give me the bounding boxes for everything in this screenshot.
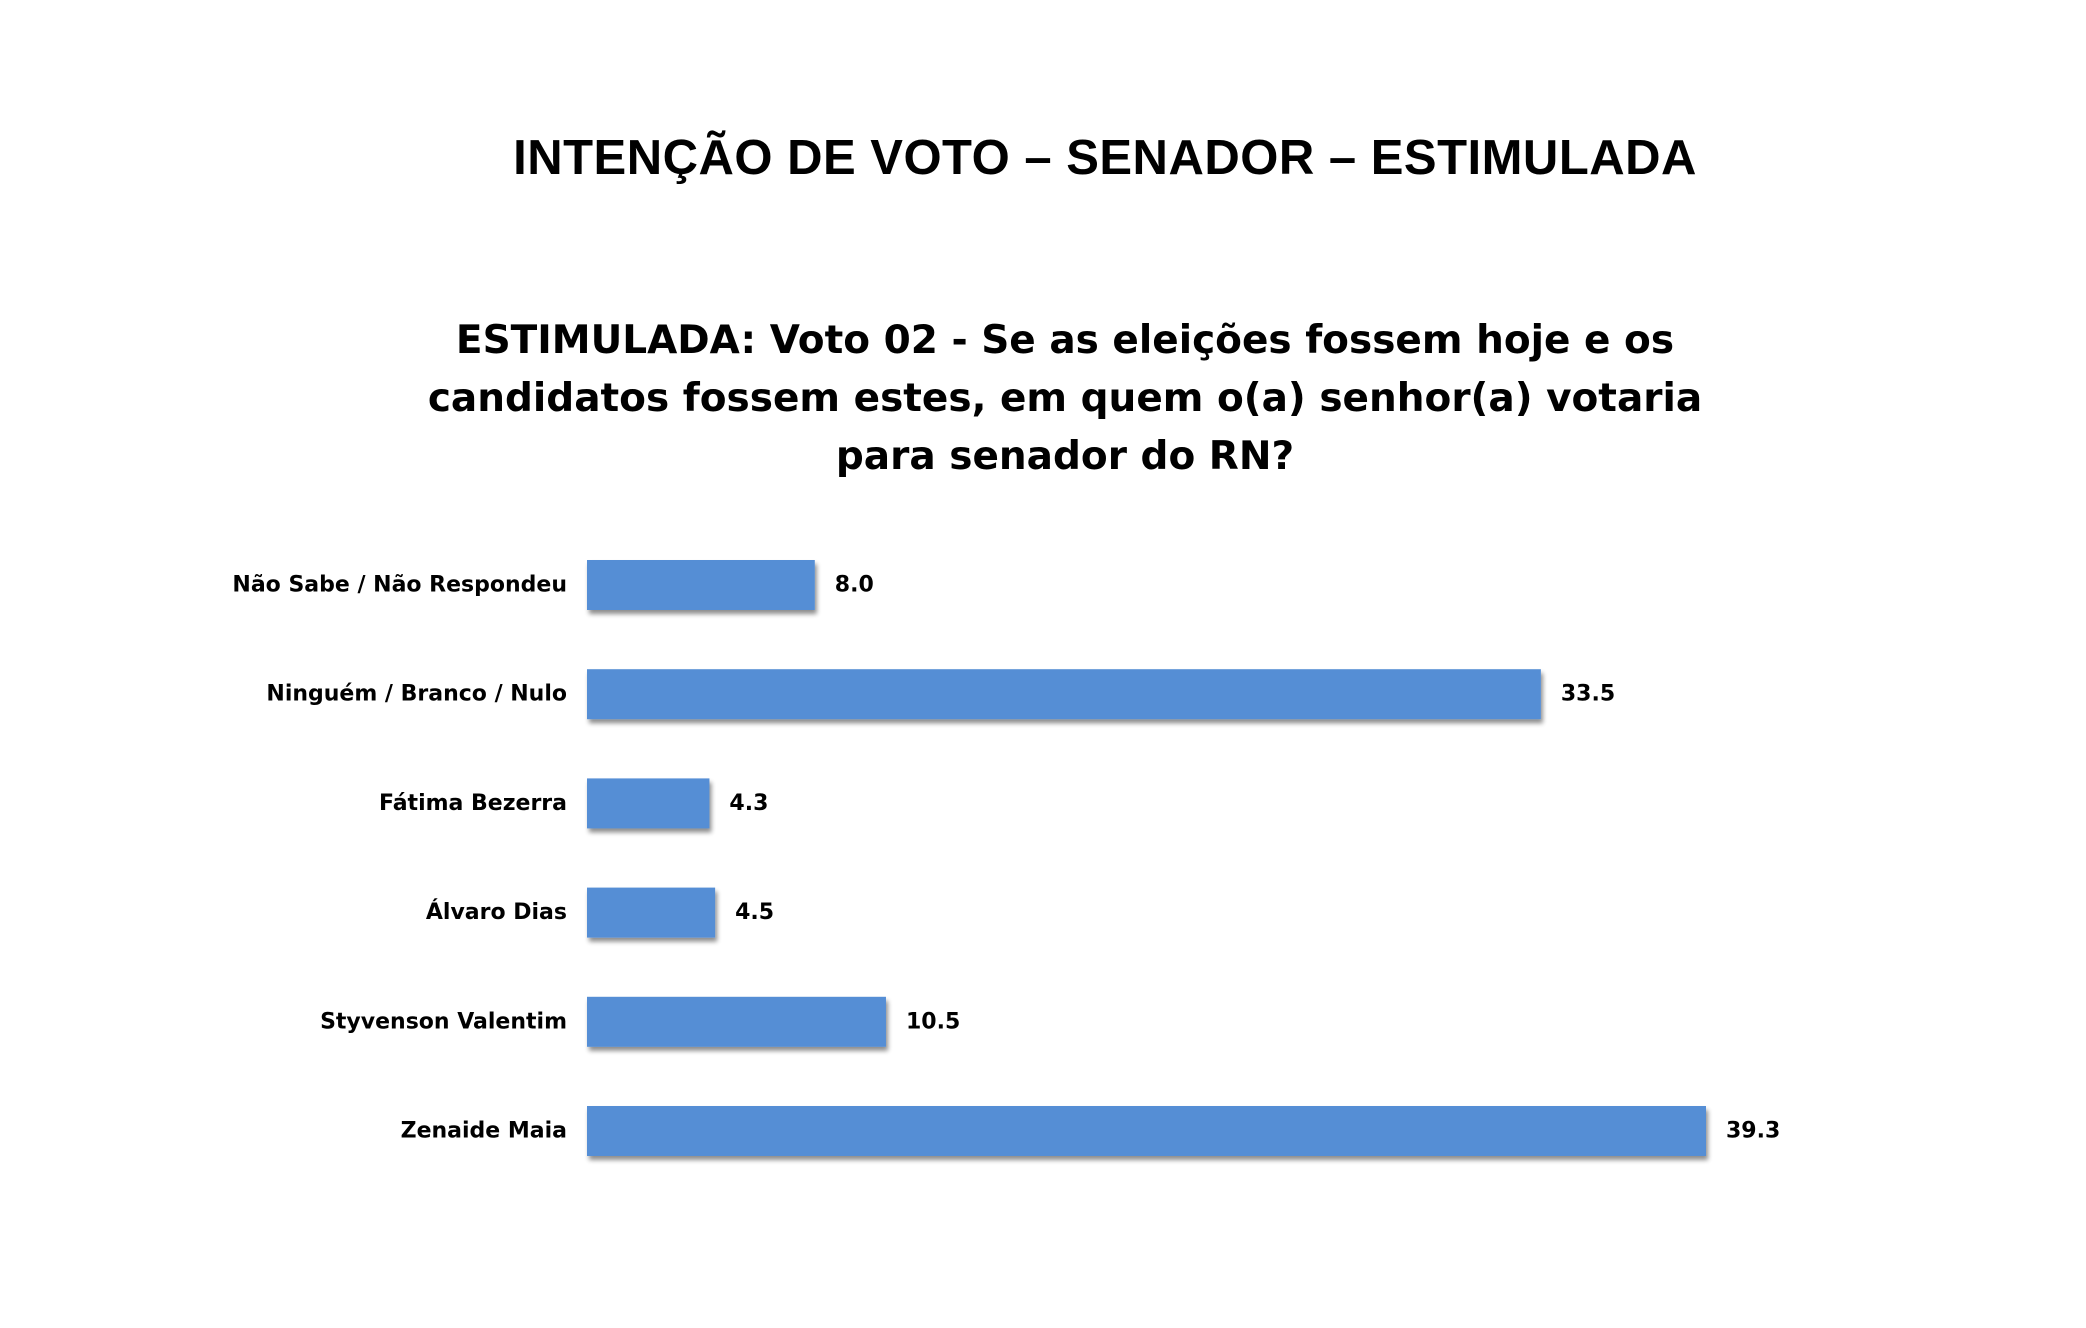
category-label: Fátima Bezerra	[379, 791, 567, 816]
category-label: Álvaro Dias	[426, 899, 567, 925]
bar	[587, 669, 1541, 720]
page-title: INTENÇÃO DE VOTO – SENADOR – ESTIMULADA	[513, 131, 1697, 185]
category-label: Não Sabe / Não Respondeu	[232, 573, 567, 598]
bar	[587, 996, 886, 1047]
bar	[587, 560, 815, 610]
chart-title: ESTIMULADA: Voto 02 - Se as eleições fos…	[427, 318, 1703, 479]
category-label: Styvenson Valentim	[320, 1009, 567, 1034]
data-label: 4.3	[729, 791, 768, 816]
category-label: Zenaide Maia	[401, 1119, 567, 1144]
category-label: Ninguém / Branco / Nulo	[266, 682, 567, 707]
bar	[587, 778, 710, 829]
data-label: 8.0	[835, 573, 874, 598]
data-label: 39.3	[1726, 1119, 1780, 1144]
bar	[587, 887, 716, 938]
data-label: 33.5	[1561, 682, 1615, 707]
bar	[587, 1106, 1706, 1156]
data-label: 10.5	[906, 1009, 960, 1034]
data-label: 4.5	[735, 900, 774, 925]
